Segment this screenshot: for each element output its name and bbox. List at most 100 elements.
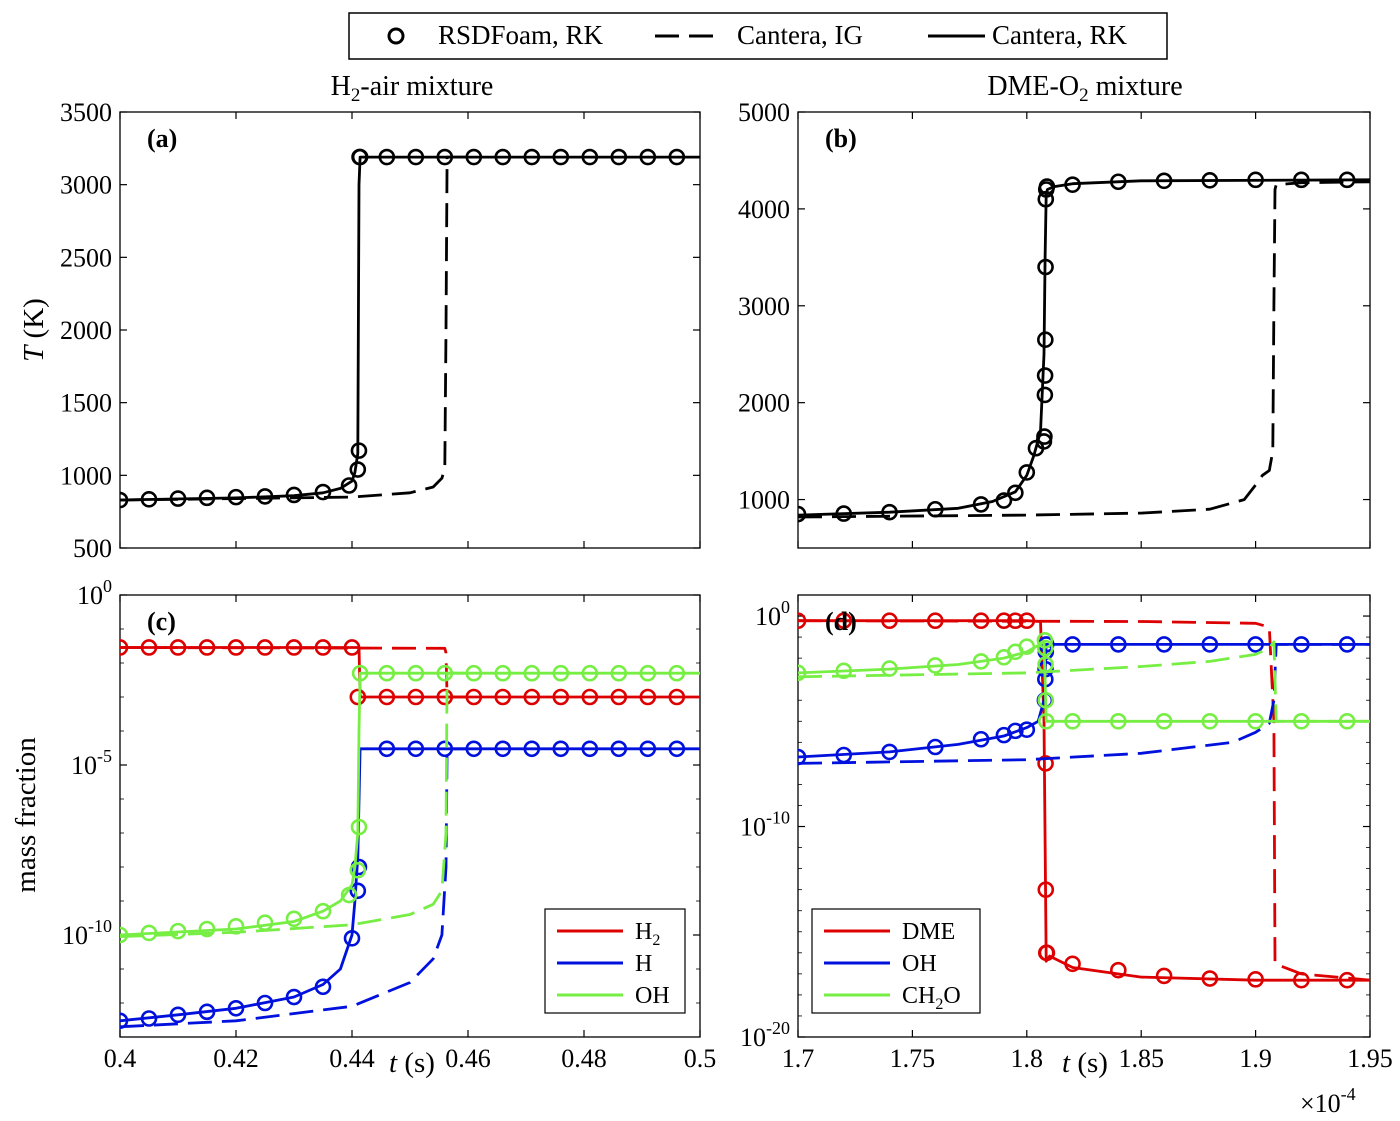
series-line-dashed <box>120 671 468 938</box>
data-marker <box>1018 612 1036 630</box>
data-marker <box>835 746 853 764</box>
data-marker <box>378 688 396 706</box>
panel-label-c: (c) <box>147 607 176 636</box>
data-marker <box>523 688 541 706</box>
series-line-dashed <box>798 643 1370 765</box>
series-line-dashed <box>798 619 1370 982</box>
data-marker <box>198 639 216 656</box>
data-marker <box>169 1006 187 1024</box>
y-tick-label: 100 <box>755 597 790 631</box>
data-marker <box>350 818 368 836</box>
y-tick-label: 3500 <box>60 98 112 127</box>
data-marker <box>436 664 454 682</box>
data-marker <box>314 978 332 996</box>
data-marker <box>972 612 990 630</box>
series-line-dashed <box>120 155 468 502</box>
data-marker <box>285 988 303 1006</box>
data-marker <box>639 688 657 706</box>
data-marker <box>1037 691 1055 709</box>
data-marker <box>227 918 245 935</box>
data-marker <box>881 503 898 521</box>
data-marker <box>668 740 686 758</box>
data-marker <box>256 639 274 656</box>
data-marker <box>1201 172 1219 189</box>
panel-label-a: (a) <box>147 124 177 153</box>
data-marker <box>120 491 129 509</box>
data-marker <box>926 657 944 674</box>
data-marker <box>349 461 367 478</box>
panel-label-d: (d) <box>825 607 857 636</box>
top-legend-box <box>348 12 1168 60</box>
data-marker <box>1037 639 1054 657</box>
data-marker <box>798 664 807 682</box>
legend-label-cantera-ig: Cantera, IG <box>737 20 863 50</box>
data-marker <box>881 743 898 761</box>
data-marker <box>314 639 332 656</box>
data-marker <box>227 639 245 656</box>
plot-area-a <box>119 111 701 549</box>
panel-a-temperature-h2: 500 1000 1500 2000 2500 3000 3500 (a) <box>60 98 701 563</box>
data-marker <box>349 882 367 900</box>
data-marker <box>552 148 570 166</box>
data-marker <box>639 148 657 166</box>
x-tick-label: 1.8 <box>1011 1044 1044 1073</box>
species-legend-label: OH <box>635 983 670 1009</box>
data-marker <box>1201 712 1219 730</box>
data-marker <box>1155 636 1173 653</box>
data-marker <box>1036 367 1054 384</box>
data-marker <box>349 688 367 706</box>
data-marker <box>1338 971 1356 989</box>
data-marker <box>140 639 158 656</box>
data-marker <box>610 688 628 706</box>
data-marker <box>1007 722 1024 740</box>
data-marker <box>1293 712 1310 730</box>
y-tick-label: 1000 <box>60 461 112 490</box>
data-marker <box>1064 955 1081 973</box>
data-marker <box>314 902 332 920</box>
data-marker <box>285 639 303 656</box>
data-marker <box>1247 636 1264 653</box>
data-marker <box>926 612 944 630</box>
data-marker <box>1110 636 1127 653</box>
data-marker <box>314 483 332 501</box>
data-marker <box>1338 636 1356 653</box>
data-marker <box>407 148 425 166</box>
data-marker <box>1293 171 1310 189</box>
data-marker <box>169 639 187 656</box>
y-tick-label: 10-20 <box>740 1018 790 1052</box>
data-marker <box>523 740 541 758</box>
x-tick-label: 1.9 <box>1239 1044 1272 1073</box>
data-marker <box>552 664 570 682</box>
y-tick-label: 100 <box>77 576 112 610</box>
column-title-left: H2-air mixture <box>331 71 494 106</box>
x-tick-label: 0.46 <box>445 1044 491 1073</box>
x-tick-label: 0.5 <box>684 1044 717 1073</box>
data-marker <box>198 1003 216 1021</box>
data-marker <box>668 688 686 706</box>
data-marker <box>639 740 657 758</box>
data-marker <box>1110 173 1127 191</box>
data-marker <box>494 664 512 682</box>
y-tick-label: 1000 <box>738 486 790 515</box>
data-marker <box>610 740 628 758</box>
data-marker <box>169 922 187 940</box>
data-marker <box>227 999 245 1017</box>
data-marker <box>668 148 686 166</box>
data-marker <box>1110 712 1127 730</box>
data-marker <box>1247 712 1264 730</box>
data-marker <box>972 496 990 513</box>
data-marker <box>227 488 245 506</box>
y-axis-label-temperature: T (K) <box>18 298 50 362</box>
data-marker <box>1007 612 1024 630</box>
data-marker <box>378 664 396 682</box>
data-marker <box>995 492 1013 509</box>
data-marker <box>349 861 367 879</box>
data-marker <box>494 148 512 166</box>
data-marker <box>285 910 303 928</box>
data-marker <box>668 664 686 682</box>
data-marker <box>995 612 1013 630</box>
data-marker <box>340 886 358 904</box>
data-marker <box>1037 881 1055 898</box>
data-marker <box>494 688 512 706</box>
y-tick-label: 10-10 <box>62 916 112 950</box>
